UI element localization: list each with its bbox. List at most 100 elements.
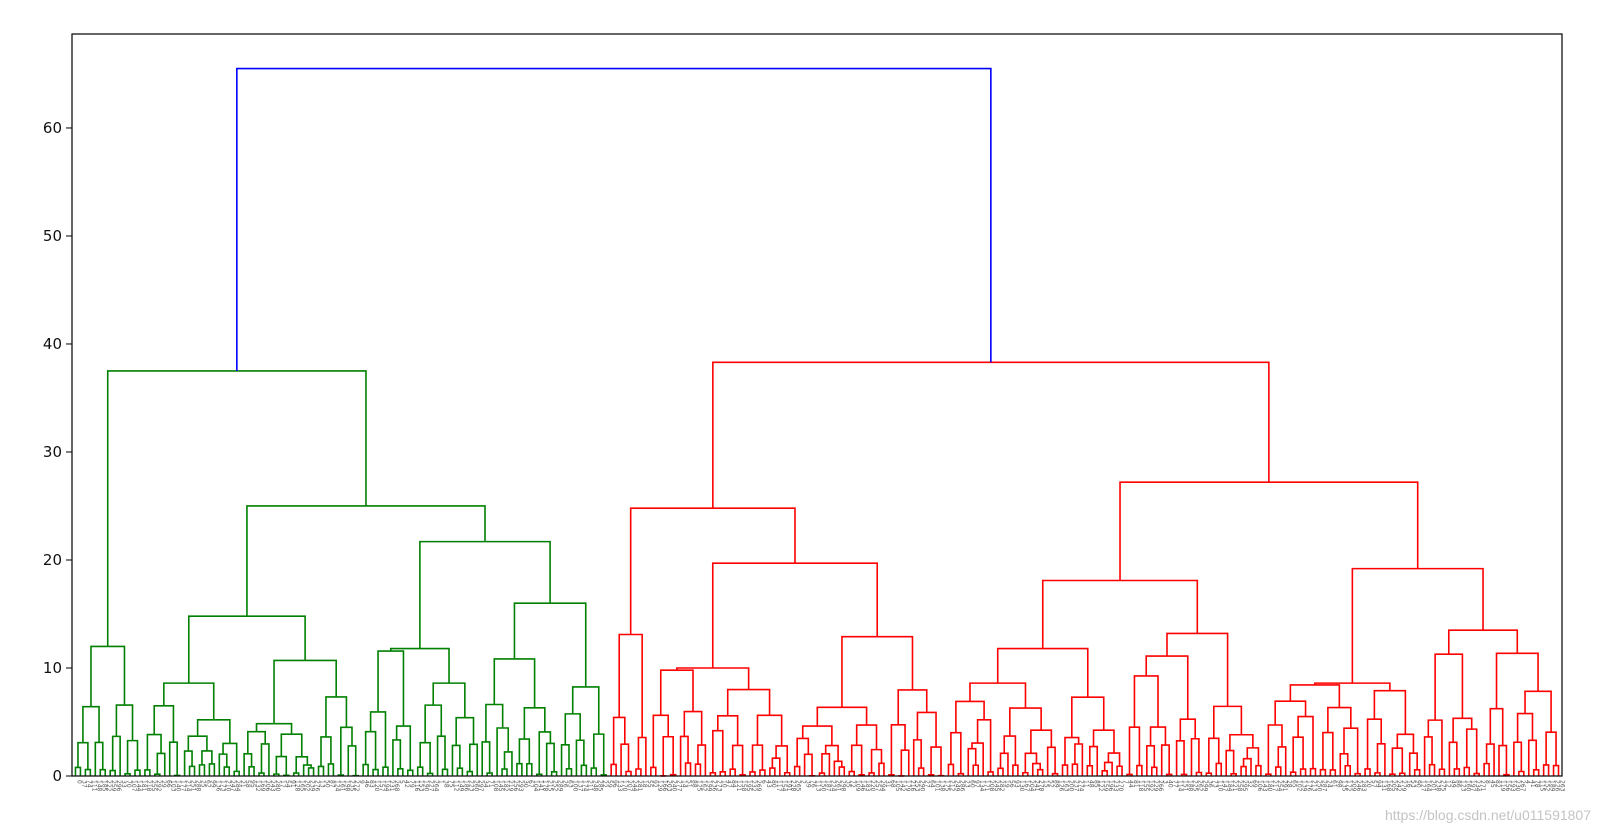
leaf-label: 6 xyxy=(760,780,767,784)
dendrogram-link xyxy=(188,765,196,776)
dendrogram-link xyxy=(1119,481,1419,581)
leaf-label: 153 xyxy=(418,780,425,792)
dendrogram-link xyxy=(302,764,312,776)
leaf-label: 14 xyxy=(681,780,688,788)
dendrogram-link xyxy=(855,724,878,750)
leaf-label: 26 xyxy=(562,780,569,788)
dendrogram-link xyxy=(1046,746,1056,776)
leaf-label: 94 xyxy=(1375,780,1382,788)
leaf-label: 95 xyxy=(249,780,256,788)
dendrogram-link xyxy=(1322,731,1334,770)
dendrogram-link xyxy=(971,742,984,776)
leaf-label: 254 xyxy=(1276,780,1283,792)
dendrogram-link xyxy=(187,615,306,684)
y-axis: 0 10 20 30 40 50 60 xyxy=(43,119,72,785)
dendrogram-link xyxy=(1022,771,1029,776)
leaf-label: 215 xyxy=(547,780,554,792)
dendrogram-link xyxy=(957,772,965,776)
dendrogram-link xyxy=(997,767,1004,776)
dendrogram-link xyxy=(550,771,558,776)
leaf-label: 231 xyxy=(388,780,395,792)
dendrogram-link xyxy=(397,768,404,776)
dendrogram-link xyxy=(838,766,846,776)
dendrogram-link xyxy=(796,737,810,767)
dendrogram-link xyxy=(1503,773,1510,776)
dendrogram-link xyxy=(575,739,585,776)
dendrogram-link xyxy=(516,762,523,776)
dendrogram-link xyxy=(694,763,702,776)
leaf-label: 44 xyxy=(1127,780,1134,788)
dendrogram-link xyxy=(1376,743,1386,776)
leaf-label: 287 xyxy=(1320,780,1327,792)
leaf-label: 257 xyxy=(874,780,881,792)
dendrogram-link xyxy=(756,714,783,746)
dendrogram-link xyxy=(1389,773,1396,776)
leaf-label: 33 xyxy=(120,780,127,788)
dendrogram-link xyxy=(1309,767,1317,776)
dendrogram-link xyxy=(493,658,536,708)
leaf-label: 5 xyxy=(398,780,405,784)
dendrogram-link xyxy=(751,744,764,772)
leaf-label: 101 xyxy=(934,780,941,792)
leaf-label: 148 xyxy=(95,780,102,792)
leaf-label: 45 xyxy=(1489,780,1496,788)
dendrogram-link xyxy=(201,750,213,765)
leaf-label: 221 xyxy=(1231,780,1238,792)
dendrogram-link xyxy=(996,647,1089,698)
leaf-label: 110 xyxy=(1216,780,1223,792)
leaf-label: 125 xyxy=(695,780,702,792)
dendrogram-link xyxy=(1166,632,1229,707)
leaf-label: 252 xyxy=(552,780,559,792)
dendrogram-link xyxy=(124,772,131,776)
dendrogram-link xyxy=(424,704,443,743)
leaf-label: 273 xyxy=(715,780,722,792)
dendrogram-link xyxy=(1495,652,1539,709)
leaf-label: 293 xyxy=(517,780,524,792)
dendrogram-link xyxy=(612,716,626,765)
dendrogram-link xyxy=(1136,764,1143,776)
leaf-label: 37 xyxy=(80,780,87,788)
leaf-label: 283 xyxy=(1360,780,1367,792)
leaf-label: 82 xyxy=(1494,780,1501,788)
leaf-label: 181 xyxy=(140,780,147,792)
dendrogram-link xyxy=(878,762,885,776)
leaf-label: 220 xyxy=(869,780,876,792)
leaf-label: 1 xyxy=(438,780,445,784)
dendrogram-link xyxy=(1009,707,1042,737)
dendrogram-link xyxy=(153,704,175,743)
leaf-label: 282 xyxy=(998,780,1005,792)
leaf-label: 28 xyxy=(1286,780,1293,788)
leaf-label: 52 xyxy=(1048,780,1055,788)
dendrogram-link xyxy=(868,772,875,776)
leaf-label: 29 xyxy=(160,780,167,788)
leaf-label: 139 xyxy=(1301,780,1308,792)
leaf-label: 34 xyxy=(482,780,489,788)
leaf-label: 152 xyxy=(1544,780,1551,792)
leaf-label: 51 xyxy=(686,780,693,788)
leaf-label: 105 xyxy=(894,780,901,792)
dendrogram-link xyxy=(683,710,703,746)
dendrogram-link xyxy=(146,733,162,770)
leaf-label: 186 xyxy=(462,780,469,792)
leaf-label: 275 xyxy=(1439,780,1446,792)
dendrogram-link xyxy=(571,686,600,735)
dendrogram-link xyxy=(441,768,449,776)
leaf-label: 255 xyxy=(150,780,157,792)
dendrogram-link xyxy=(916,711,937,748)
dendrogram-link xyxy=(1012,764,1019,776)
leaf-label: 71 xyxy=(487,780,494,788)
leaf-label: 155 xyxy=(1142,780,1149,792)
dendrogram-link xyxy=(513,602,587,687)
leaf-label: 258 xyxy=(1236,780,1243,792)
dendrogram-link xyxy=(392,739,402,776)
leaf-label: 19 xyxy=(1003,780,1010,788)
dendrogram-link xyxy=(629,507,796,635)
leaf-label: 295 xyxy=(1241,780,1248,792)
dendrogram-link xyxy=(711,562,879,668)
dendrogram-link xyxy=(1277,746,1287,776)
leaf-label: 56 xyxy=(1008,780,1015,788)
leaf-label: 73 xyxy=(1211,780,1218,788)
dendrogram-link xyxy=(1366,718,1382,769)
dendrogram-link xyxy=(1275,766,1282,776)
dendrogram-link xyxy=(1074,743,1084,776)
